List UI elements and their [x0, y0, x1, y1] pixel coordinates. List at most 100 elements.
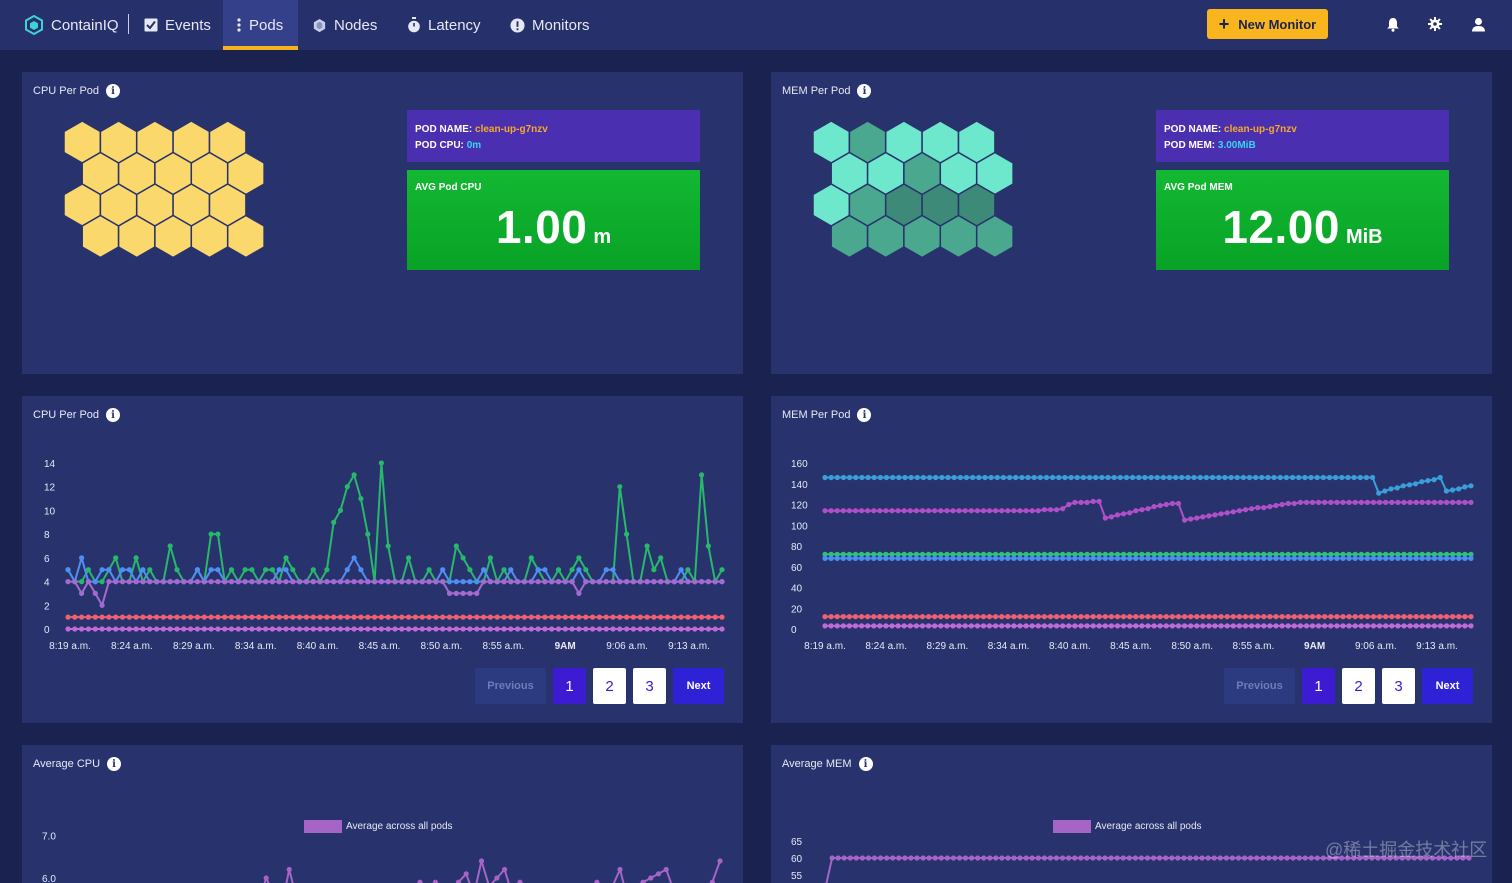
data-point[interactable]: [712, 614, 718, 620]
data-point[interactable]: [474, 590, 480, 596]
data-point[interactable]: [72, 614, 78, 620]
info-icon[interactable]: i: [106, 408, 121, 422]
data-point[interactable]: [944, 508, 950, 514]
data-point[interactable]: [699, 614, 705, 620]
data-point[interactable]: [974, 508, 980, 514]
brand[interactable]: ContainIQ: [24, 0, 119, 50]
data-point[interactable]: [1358, 623, 1364, 629]
data-point[interactable]: [1017, 551, 1023, 557]
data-point[interactable]: [242, 626, 248, 632]
data-point[interactable]: [1357, 855, 1363, 861]
data-point[interactable]: [113, 626, 119, 632]
data-point[interactable]: [664, 626, 671, 632]
data-point[interactable]: [1169, 614, 1175, 620]
data-point[interactable]: [1302, 855, 1308, 861]
data-point[interactable]: [1169, 623, 1175, 629]
data-point[interactable]: [426, 579, 432, 585]
data-point[interactable]: [1255, 623, 1261, 629]
data-point[interactable]: [1090, 614, 1096, 620]
data-point[interactable]: [1242, 555, 1249, 561]
data-point[interactable]: [263, 626, 269, 632]
data-point[interactable]: [852, 555, 859, 561]
data-point[interactable]: [542, 626, 548, 632]
data-point[interactable]: [692, 579, 698, 585]
data-point[interactable]: [1468, 555, 1474, 561]
data-point[interactable]: [951, 474, 957, 481]
data-point[interactable]: [901, 551, 907, 557]
data-point[interactable]: [269, 579, 275, 585]
data-point[interactable]: [1236, 623, 1242, 629]
data-point[interactable]: [1157, 623, 1163, 629]
data-point[interactable]: [147, 626, 153, 632]
data-point[interactable]: [1224, 555, 1230, 561]
data-point[interactable]: [460, 579, 466, 585]
data-point[interactable]: [1145, 506, 1151, 512]
data-point[interactable]: [709, 879, 715, 883]
data-point[interactable]: [968, 551, 974, 557]
data-point[interactable]: [1267, 504, 1273, 510]
data-point[interactable]: [1395, 614, 1401, 620]
data-point[interactable]: [147, 614, 153, 620]
data-point[interactable]: [562, 614, 568, 620]
data-point[interactable]: [1377, 614, 1383, 620]
data-point[interactable]: [208, 626, 214, 632]
data-point[interactable]: [521, 579, 527, 585]
data-point[interactable]: [194, 626, 200, 632]
data-point[interactable]: [583, 614, 589, 620]
data-point[interactable]: [1253, 474, 1259, 481]
data-point[interactable]: [865, 614, 871, 620]
data-point[interactable]: [310, 567, 316, 573]
data-point[interactable]: [974, 623, 980, 629]
data-point[interactable]: [276, 579, 282, 585]
data-point[interactable]: [986, 623, 993, 629]
data-point[interactable]: [463, 871, 469, 877]
data-point[interactable]: [1029, 623, 1035, 629]
data-point[interactable]: [692, 614, 698, 620]
data-point[interactable]: [446, 579, 453, 585]
data-point[interactable]: [1163, 555, 1169, 561]
data-point[interactable]: [1078, 499, 1084, 505]
data-point[interactable]: [1066, 501, 1072, 508]
data-point[interactable]: [1151, 551, 1157, 557]
data-point[interactable]: [1236, 508, 1242, 514]
data-point[interactable]: [926, 555, 932, 561]
data-point[interactable]: [1296, 855, 1302, 861]
data-point[interactable]: [1267, 551, 1273, 557]
data-point[interactable]: [181, 626, 187, 632]
data-point[interactable]: [344, 567, 350, 573]
data-point[interactable]: [919, 551, 926, 557]
data-point[interactable]: [651, 614, 657, 620]
data-point[interactable]: [671, 626, 677, 632]
data-point[interactable]: [1431, 499, 1437, 505]
data-point[interactable]: [474, 579, 480, 585]
data-point[interactable]: [310, 626, 316, 632]
data-point[interactable]: [1066, 555, 1072, 561]
data-point[interactable]: [852, 551, 859, 557]
data-point[interactable]: [828, 508, 834, 514]
data-point[interactable]: [1179, 474, 1185, 481]
data-point[interactable]: [1011, 508, 1017, 514]
data-point[interactable]: [1169, 855, 1175, 861]
data-point[interactable]: [1062, 474, 1068, 481]
data-point[interactable]: [852, 508, 859, 514]
data-point[interactable]: [871, 508, 877, 514]
data-point[interactable]: [1442, 855, 1448, 861]
data-point[interactable]: [65, 579, 71, 585]
data-point[interactable]: [286, 866, 292, 873]
data-point[interactable]: [1375, 855, 1381, 861]
data-point[interactable]: [358, 496, 364, 502]
data-point[interactable]: [392, 614, 398, 620]
data-point[interactable]: [119, 567, 126, 573]
data-point[interactable]: [976, 474, 982, 481]
data-point[interactable]: [1468, 614, 1474, 620]
data-point[interactable]: [678, 626, 684, 632]
data-point[interactable]: [1096, 498, 1102, 504]
data-point[interactable]: [1456, 623, 1462, 629]
data-point[interactable]: [685, 579, 691, 585]
data-point[interactable]: [419, 579, 425, 585]
data-point[interactable]: [637, 626, 643, 632]
data-point[interactable]: [852, 614, 859, 620]
page-2-button[interactable]: 2: [1342, 668, 1375, 704]
data-point[interactable]: [865, 855, 872, 861]
data-point[interactable]: [840, 555, 846, 561]
